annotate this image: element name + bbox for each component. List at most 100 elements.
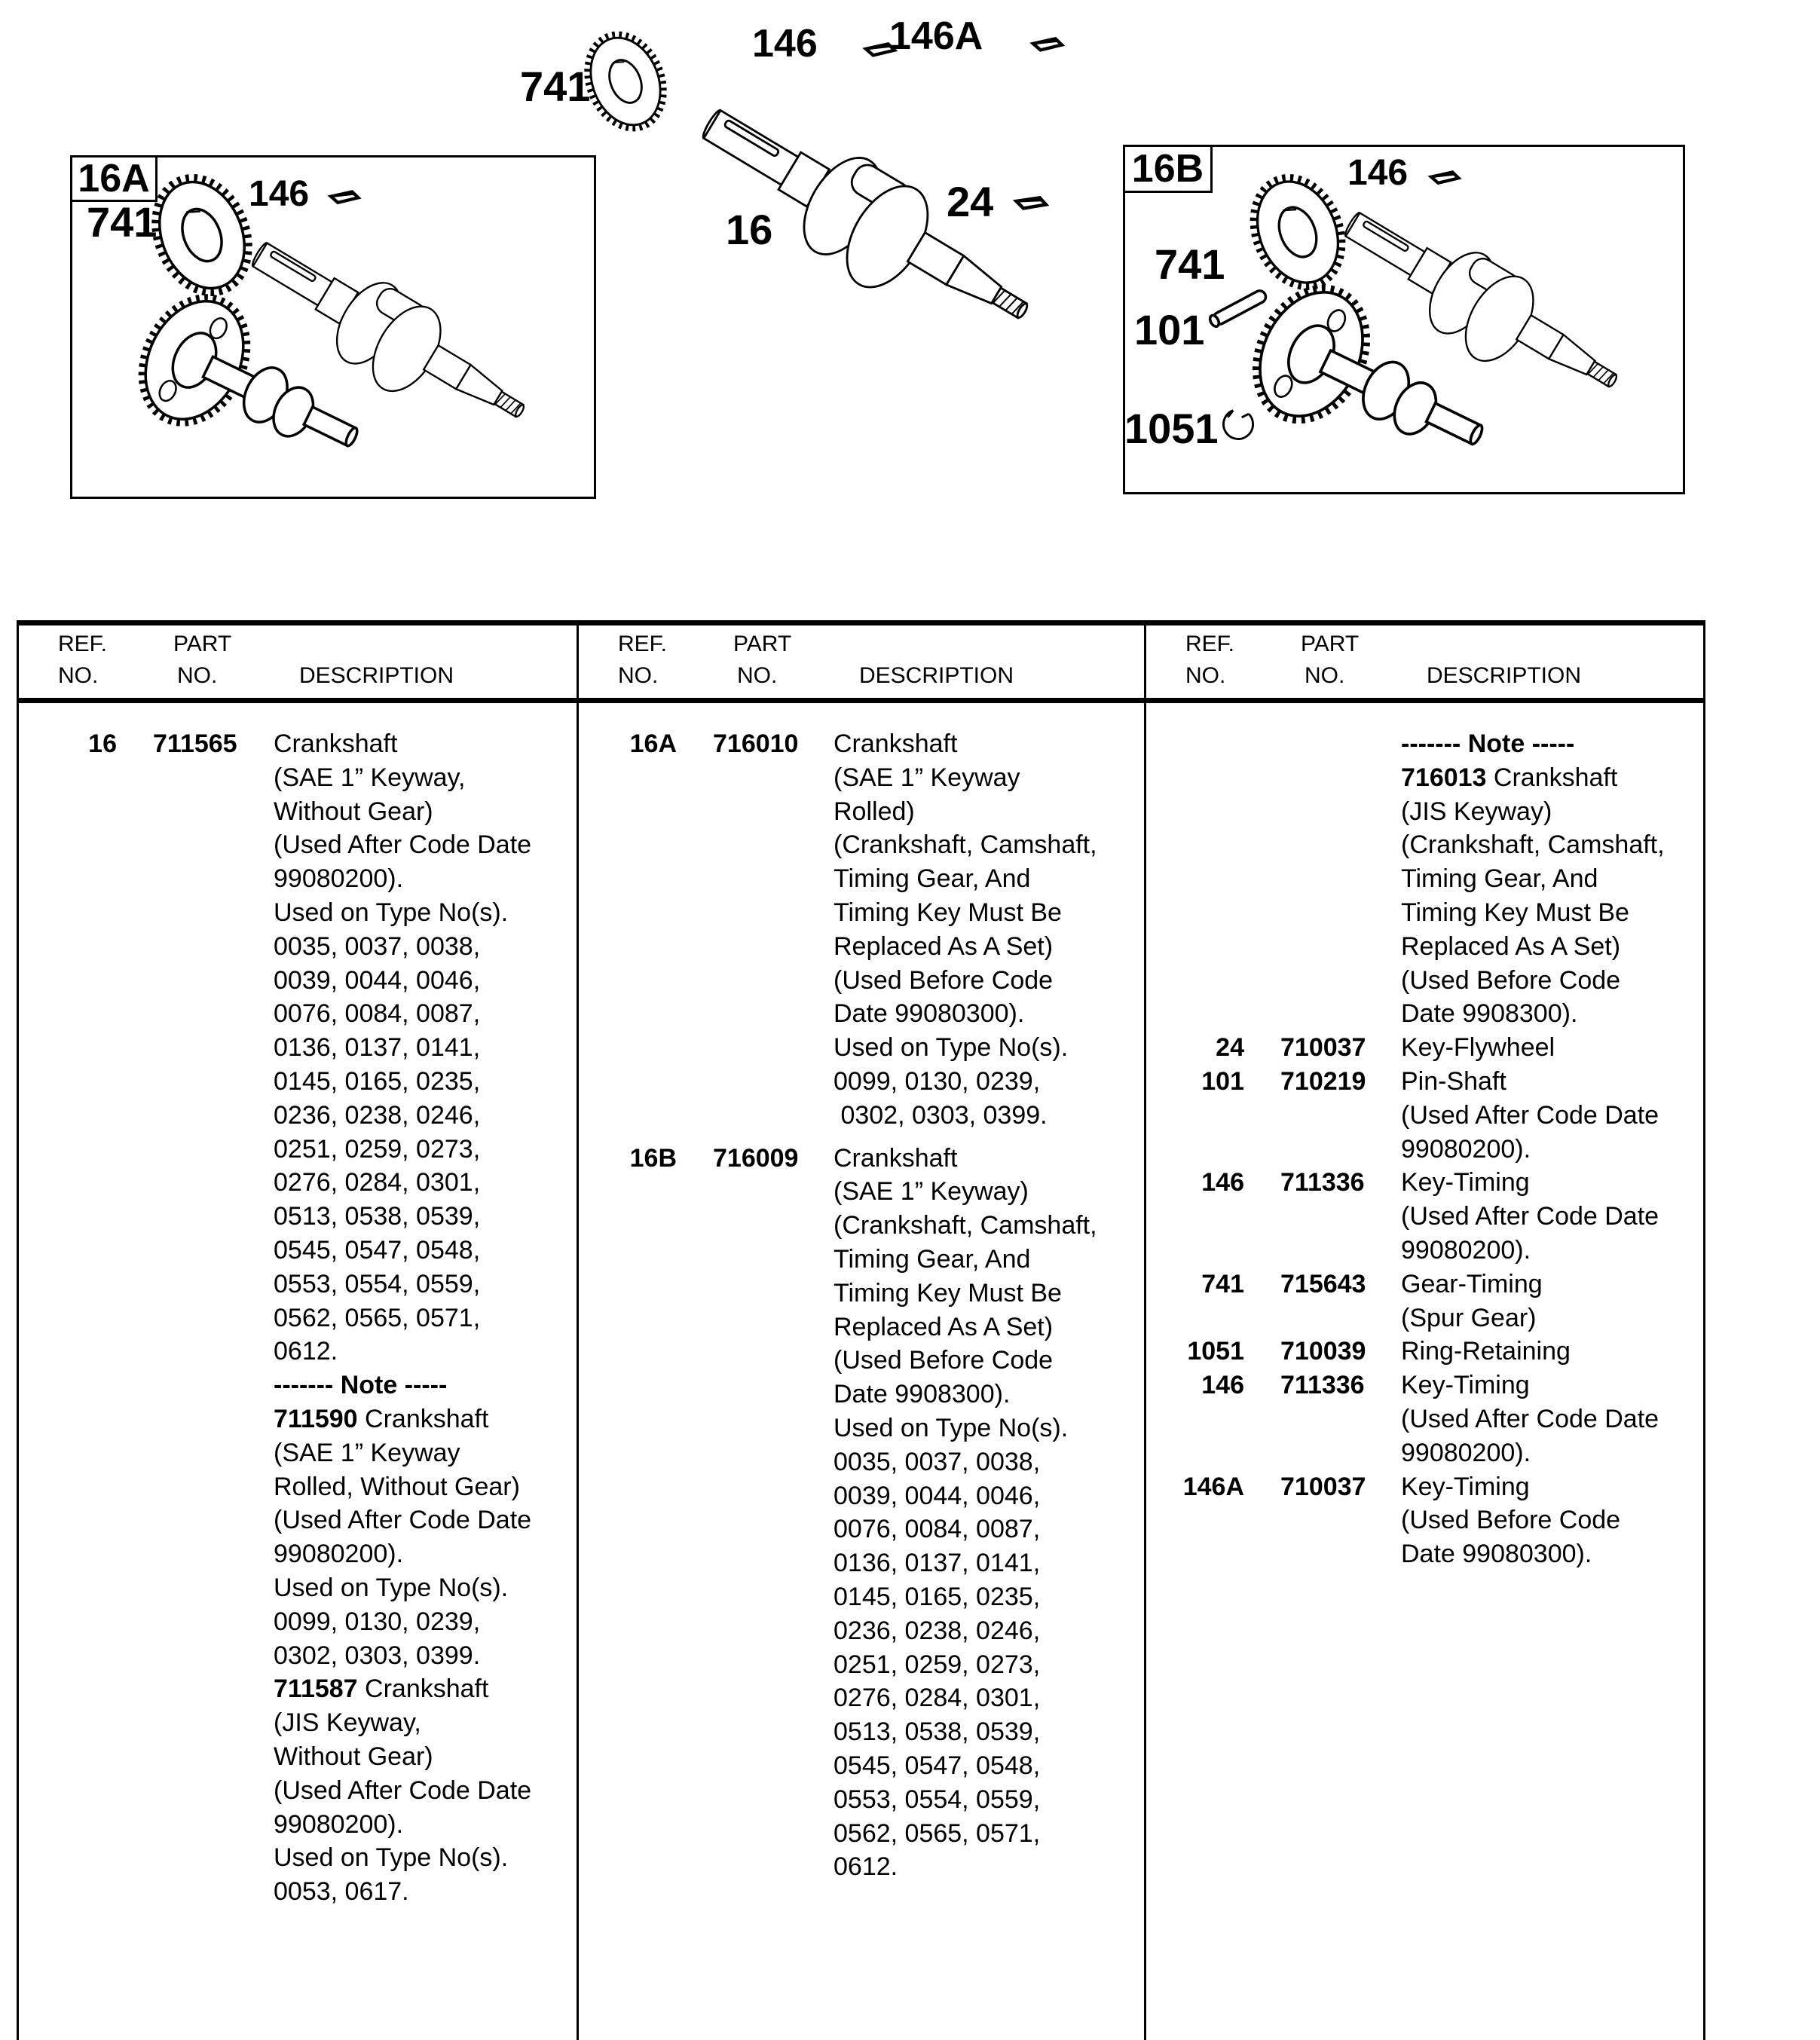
table-row: Replaced As A Set) <box>579 1311 1144 1344</box>
table-row: (SAE 1” Keyway <box>19 1436 577 1470</box>
description-cell: Without Gear) <box>274 797 433 826</box>
table-row: 0099, 0130, 0239, <box>579 1065 1144 1099</box>
part-no-cell <box>153 1234 274 1268</box>
table-row: (Used After Code Date <box>1146 1402 1703 1436</box>
description-cell: 99080200). <box>274 1809 404 1839</box>
description-cell: 0545, 0547, 0548, <box>834 1751 1041 1780</box>
table-row: 0553, 0554, 0559, <box>19 1268 577 1301</box>
description-cell: 0553, 0554, 0559, <box>274 1269 481 1298</box>
part-no-cell <box>1280 997 1401 1031</box>
ref-no-cell <box>579 1681 677 1715</box>
description-cell: 0236, 0238, 0246, <box>274 1100 481 1130</box>
detail-box-16a-label: 16A <box>70 155 158 202</box>
ref-no-cell <box>579 1099 677 1133</box>
table-row: (SAE 1” Keyway <box>579 761 1144 795</box>
part-no-cell <box>153 1369 274 1402</box>
description-cell: Date 99080300). <box>834 999 1025 1029</box>
description-cell: Ring-Retaining <box>1401 1337 1571 1366</box>
description-cell: Replaced As A Set) <box>1401 931 1621 961</box>
ref-no-cell <box>579 1277 677 1311</box>
description-cell: Used on Type No(s). <box>834 1413 1069 1442</box>
header-ref: NO. <box>618 663 659 688</box>
part-no-cell <box>153 1841 274 1875</box>
ref-no-cell: 16A <box>629 729 677 758</box>
part-no-cell: 711565 <box>153 729 237 758</box>
table-row: (Crankshaft, Camshaft, <box>579 828 1144 862</box>
description-cell: 0251, 0259, 0273, <box>274 1134 481 1164</box>
description-cell: Timing Gear, And <box>834 864 1031 894</box>
part-no-cell <box>713 1175 834 1209</box>
table-row: (Crankshaft, Camshaft, <box>1146 828 1703 862</box>
part-no-cell <box>713 862 834 896</box>
description-cell: Timing Gear, And <box>1401 864 1598 894</box>
ref-no-cell <box>579 1031 677 1065</box>
description-cell: (Used Before Code <box>834 1346 1054 1375</box>
ref-no-cell <box>1146 1402 1244 1436</box>
ref-no-cell <box>579 862 677 896</box>
table-row: 0136, 0137, 0141, <box>19 1031 577 1065</box>
description-cell: Timing Key Must Be <box>834 898 1062 927</box>
part-no-cell <box>153 1470 274 1504</box>
ref-no-cell <box>1146 1099 1244 1133</box>
description-cell: Gear-Timing <box>1401 1269 1543 1298</box>
ref-no-cell <box>579 997 677 1031</box>
part-no-cell <box>1280 862 1401 896</box>
ref-no-cell <box>579 1850 677 1884</box>
description-cell: 0302, 0303, 0399. <box>834 1100 1048 1130</box>
table-row: Replaced As A Set) <box>579 930 1144 964</box>
header-ref: REF. <box>618 632 668 656</box>
table-row: 0145, 0165, 0235, <box>579 1580 1144 1614</box>
table-row: 0035, 0037, 0038, <box>19 930 577 964</box>
part-no-cell <box>713 1512 834 1546</box>
ref-no-cell <box>1146 828 1244 862</box>
part-no-cell <box>1280 1099 1401 1133</box>
ref-no-cell <box>19 1503 117 1537</box>
ref-no-cell <box>579 930 677 964</box>
part-no-cell: 716010 <box>713 729 799 758</box>
description-cell: Without Gear) <box>274 1742 433 1771</box>
parts-table-column: REF. NO. PART NO. DESCRIPTION ------- No… <box>1146 625 1705 2040</box>
part-no-cell <box>1280 761 1401 795</box>
table-row: 0251, 0259, 0273, <box>579 1648 1144 1682</box>
ref-no-cell <box>19 828 117 862</box>
part-no-cell <box>153 1503 274 1537</box>
table-row: 146 711336 Key-Timing <box>1146 1369 1703 1402</box>
table-row: 101 710219 Pin-Shaft <box>1146 1065 1703 1099</box>
description-cell: (Used Before Code <box>834 965 1054 995</box>
table-row: 0302, 0303, 0399. <box>579 1099 1144 1133</box>
ref-no-cell <box>19 1335 117 1369</box>
ref-no-cell <box>579 1749 677 1783</box>
ref-no-cell <box>1146 930 1244 964</box>
table-body-panel: ------- Note ----- 716013 Crankshaft (JIS … <box>1146 703 1703 2040</box>
part-no-cell <box>153 1571 274 1605</box>
table-row: 16 711565 Crankshaft <box>19 727 577 761</box>
description-cell: 0612. <box>274 1337 338 1366</box>
description-cell: 711590 Crankshaft <box>274 1404 489 1433</box>
table-row: 711587 Crankshaft <box>19 1672 577 1706</box>
ref-no-cell <box>19 1200 117 1234</box>
ref-no-cell <box>19 997 117 1031</box>
table-row: (JIS Keyway, <box>19 1706 577 1740</box>
table-row: Used on Type No(s). <box>579 1411 1144 1445</box>
table-row: 146 711336 Key-Timing <box>1146 1166 1703 1200</box>
description-cell: 0513, 0538, 0539, <box>274 1202 481 1231</box>
part-no-cell <box>713 1783 834 1817</box>
table-body-panel: 16A 716010 Crankshaft (SAE 1” Keyway Rolled)… <box>579 703 1144 2040</box>
description-cell: Replaced As A Set) <box>834 1312 1054 1341</box>
part-no-cell <box>713 1614 834 1648</box>
part-no-cell <box>153 1335 274 1369</box>
description-cell: (Crankshaft, Camshaft, <box>1401 830 1665 860</box>
table-row: Replaced As A Set) <box>1146 930 1703 964</box>
ref-no-cell <box>1146 862 1244 896</box>
table-row: 16B 716009 Crankshaft <box>579 1142 1144 1176</box>
ref-no-cell <box>579 1175 677 1209</box>
description-cell: (SAE 1” Keyway, <box>274 763 466 792</box>
description-cell: (SAE 1” Keyway <box>834 763 1020 792</box>
detail-box-16b-label: 16B <box>1123 145 1213 193</box>
description-cell: 0076, 0084, 0087, <box>834 1515 1041 1544</box>
part-no-cell <box>713 828 834 862</box>
description-cell: 0053, 0617. <box>274 1877 409 1907</box>
ref-no-cell <box>19 1672 117 1706</box>
ref-no-cell <box>19 1031 117 1065</box>
